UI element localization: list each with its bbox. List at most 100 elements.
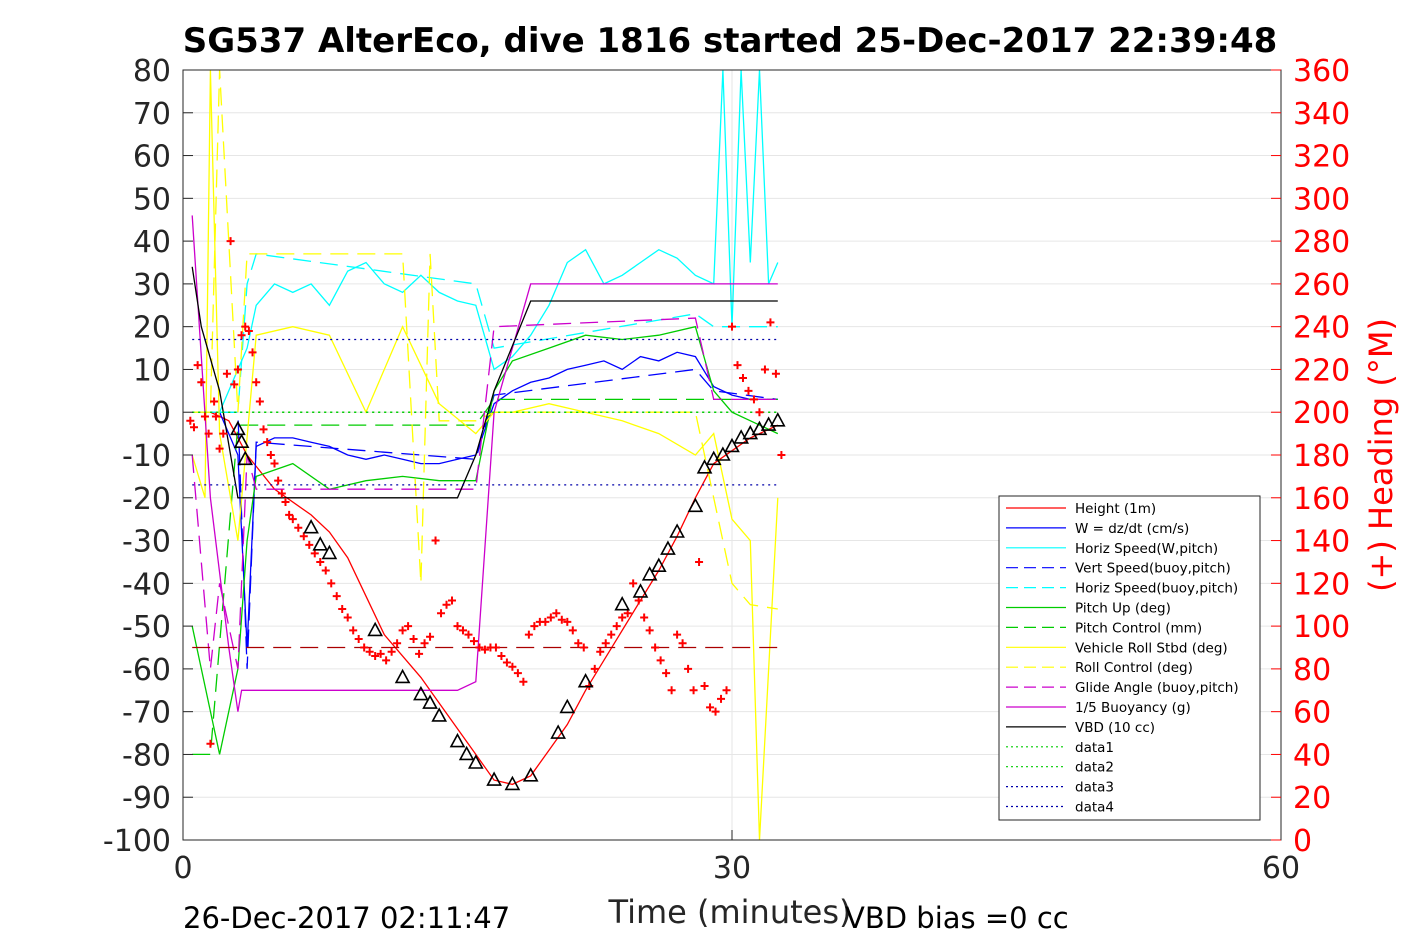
legend-box: [998, 495, 1261, 821]
legend-label: data4: [1075, 800, 1114, 816]
y2-tick-label: 60: [1293, 696, 1331, 731]
heading-point: [210, 397, 219, 406]
heading-point: [437, 609, 446, 618]
series-layer: [191, 69, 779, 841]
heading-point: [343, 613, 352, 622]
heading-point: [398, 626, 407, 635]
triangle-marker: [687, 497, 704, 513]
y-tick-label: -20: [122, 482, 171, 517]
y2-tick-label: 80: [1293, 653, 1331, 688]
end-time-label: 26-Dec-2017 02:11:47: [183, 901, 510, 935]
heading-point: [601, 639, 610, 648]
heading-point: [568, 626, 577, 635]
heading-point: [206, 739, 215, 748]
y2-tick-label: 220: [1293, 353, 1350, 388]
y2-tick-label: 280: [1293, 225, 1350, 260]
y2-tick-label: 180: [1293, 439, 1350, 474]
y-tick-label: -100: [103, 824, 171, 859]
y-tick-label: -10: [122, 439, 171, 474]
triangle-marker: [577, 673, 594, 688]
legend-label: 1/5 Buoyancy (g): [1075, 700, 1191, 716]
heading-point: [673, 630, 682, 639]
heading-point: [623, 609, 632, 618]
y-tick-label: 10: [133, 353, 171, 388]
heading-point: [706, 703, 715, 712]
y2-tick-label: 340: [1293, 97, 1350, 132]
y-tick-label: 60: [133, 140, 171, 175]
heading-point: [226, 237, 235, 246]
triangle-marker: [559, 698, 576, 714]
heading-point: [744, 386, 753, 395]
triangle-marker: [724, 437, 740, 453]
heading-point: [200, 412, 209, 421]
triangle-marker: [650, 557, 667, 573]
heading-point: [695, 557, 704, 566]
heading-point: [717, 694, 726, 703]
series-line: [192, 398, 778, 756]
heading-point: [497, 652, 506, 661]
triangle-markers: [230, 412, 786, 791]
heading-point: [215, 444, 224, 453]
heading-point: [563, 617, 572, 626]
heading-point: [219, 429, 228, 438]
series-line: [191, 266, 778, 499]
x-tick-label: 30: [713, 851, 751, 886]
triangle-marker: [449, 732, 466, 748]
series-line: [192, 69, 778, 610]
heading-point: [420, 639, 429, 648]
legend-label: Vehicle Roll Stbd (deg): [1075, 640, 1228, 656]
heading-point: [244, 326, 253, 335]
heading-point: [656, 656, 665, 665]
heading-point: [634, 596, 643, 605]
y2-tick-label: 320: [1293, 140, 1350, 175]
heading-point: [349, 626, 358, 635]
heading-point: [557, 615, 566, 624]
heading-point: [230, 380, 239, 389]
series-line: [191, 317, 778, 670]
heading-point: [316, 557, 325, 566]
heading-point: [288, 515, 297, 524]
heading-point: [305, 540, 314, 549]
triangle-marker: [486, 771, 502, 786]
y2-tick-label: 240: [1293, 311, 1350, 346]
legend-label: Glide Angle (buoy,pitch): [1075, 680, 1239, 696]
heading-point: [448, 596, 457, 605]
heading-point: [546, 613, 555, 622]
heading-point: [360, 643, 369, 652]
heading-points: [186, 237, 786, 748]
heading-point: [596, 647, 605, 656]
legend-label: Height (1m): [1075, 501, 1156, 517]
heading-point: [640, 613, 649, 622]
heading-point: [491, 643, 500, 652]
y-tick-label: -70: [122, 696, 171, 731]
legend-label: data2: [1075, 760, 1114, 776]
heading-point: [453, 622, 462, 631]
heading-point: [574, 639, 583, 648]
heading-point: [294, 523, 303, 532]
triangle-marker: [660, 540, 676, 555]
triangle-marker: [431, 707, 448, 722]
legend-label: Pitch Up (deg): [1075, 601, 1171, 617]
legend-label: data3: [1075, 780, 1114, 796]
heading-point: [299, 532, 308, 541]
triangle-marker: [312, 536, 329, 551]
heading-point: [678, 639, 687, 648]
triangle-marker: [504, 775, 521, 791]
heading-point: [777, 451, 786, 459]
y-tick-label: 40: [133, 225, 171, 260]
x-tick-label: 60: [1262, 851, 1300, 886]
heading-point: [222, 369, 231, 378]
y-tick-label: -60: [122, 653, 171, 688]
triangle-marker: [321, 544, 338, 560]
heading-point: [475, 643, 484, 652]
heading-point: [189, 423, 198, 432]
legend-label: VBD (10 cc): [1075, 720, 1155, 736]
heading-point: [252, 378, 261, 387]
heading-point: [285, 510, 294, 519]
legend-label: W = dz/dt (cm/s): [1075, 521, 1189, 537]
x-axis: 0 30 60: [173, 830, 1300, 886]
y-tick-label: -80: [122, 738, 171, 773]
y-tick-label: -50: [122, 610, 171, 645]
heading-point: [211, 412, 220, 421]
triangle-marker: [422, 694, 438, 709]
